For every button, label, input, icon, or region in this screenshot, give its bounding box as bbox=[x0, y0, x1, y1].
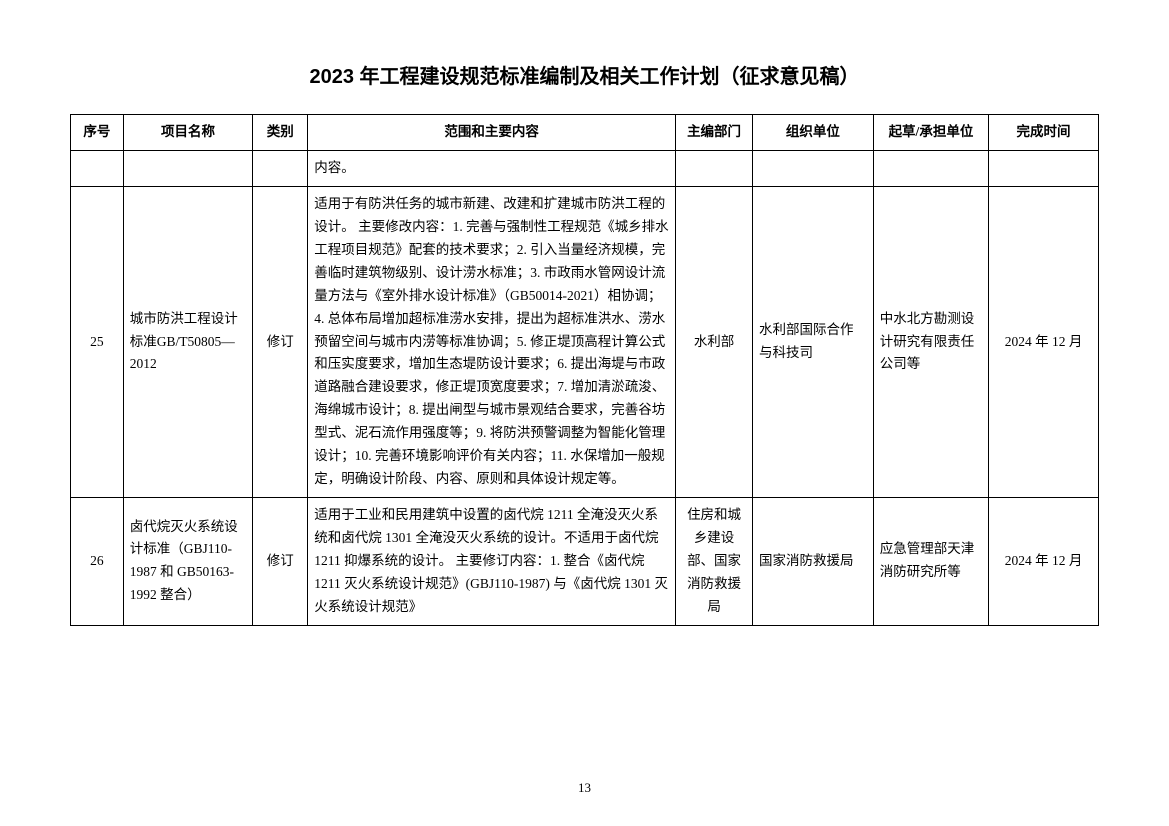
cell-scope: 内容。 bbox=[308, 150, 676, 186]
plan-table: 序号 项目名称 类别 范围和主要内容 主编部门 组织单位 起草/承担单位 完成时… bbox=[70, 114, 1099, 626]
page-title: 2023 年工程建设规范标准编制及相关工作计划（征求意见稿） bbox=[70, 60, 1099, 89]
cell-dept: 水利部 bbox=[676, 186, 753, 497]
cell-name: 卤代烷灭火系统设计标准（GBJ110-1987 和 GB50163-1992 整… bbox=[123, 498, 253, 626]
page-number: 13 bbox=[0, 780, 1169, 796]
table-row: 内容。 bbox=[71, 150, 1099, 186]
cell-dept: 住房和城乡建设部、国家消防救援局 bbox=[676, 498, 753, 626]
col-cat: 类别 bbox=[253, 115, 308, 151]
table-row: 26 卤代烷灭火系统设计标准（GBJ110-1987 和 GB50163-199… bbox=[71, 498, 1099, 626]
cell-scope: 适用于工业和民用建筑中设置的卤代烷 1211 全淹没灭火系统和卤代烷 1301 … bbox=[308, 498, 676, 626]
col-org: 组织单位 bbox=[753, 115, 874, 151]
cell-done: 2024 年 12 月 bbox=[989, 186, 1099, 497]
cell-draft: 应急管理部天津消防研究所等 bbox=[873, 498, 988, 626]
col-name: 项目名称 bbox=[123, 115, 253, 151]
cell-scope: 适用于有防洪任务的城市新建、改建和扩建城市防洪工程的设计。 主要修改内容：1. … bbox=[308, 186, 676, 497]
cell-cat: 修订 bbox=[253, 186, 308, 497]
cell-org: 国家消防救援局 bbox=[753, 498, 874, 626]
col-scope: 范围和主要内容 bbox=[308, 115, 676, 151]
col-draft: 起草/承担单位 bbox=[873, 115, 988, 151]
table-row: 25 城市防洪工程设计标准GB/T50805—2012 修订 适用于有防洪任务的… bbox=[71, 186, 1099, 497]
document-page: 2023 年工程建设规范标准编制及相关工作计划（征求意见稿） 序号 项目名称 类… bbox=[0, 0, 1169, 826]
cell-draft: 中水北方勘测设计研究有限责任公司等 bbox=[873, 186, 988, 497]
cell-draft bbox=[873, 150, 988, 186]
table-header-row: 序号 项目名称 类别 范围和主要内容 主编部门 组织单位 起草/承担单位 完成时… bbox=[71, 115, 1099, 151]
cell-done bbox=[989, 150, 1099, 186]
cell-dept bbox=[676, 150, 753, 186]
col-seq: 序号 bbox=[71, 115, 124, 151]
cell-org: 水利部国际合作与科技司 bbox=[753, 186, 874, 497]
cell-seq: 26 bbox=[71, 498, 124, 626]
cell-cat bbox=[253, 150, 308, 186]
cell-name bbox=[123, 150, 253, 186]
col-dept: 主编部门 bbox=[676, 115, 753, 151]
cell-org bbox=[753, 150, 874, 186]
cell-seq bbox=[71, 150, 124, 186]
cell-cat: 修订 bbox=[253, 498, 308, 626]
cell-name: 城市防洪工程设计标准GB/T50805—2012 bbox=[123, 186, 253, 497]
cell-seq: 25 bbox=[71, 186, 124, 497]
col-done: 完成时间 bbox=[989, 115, 1099, 151]
cell-done: 2024 年 12 月 bbox=[989, 498, 1099, 626]
